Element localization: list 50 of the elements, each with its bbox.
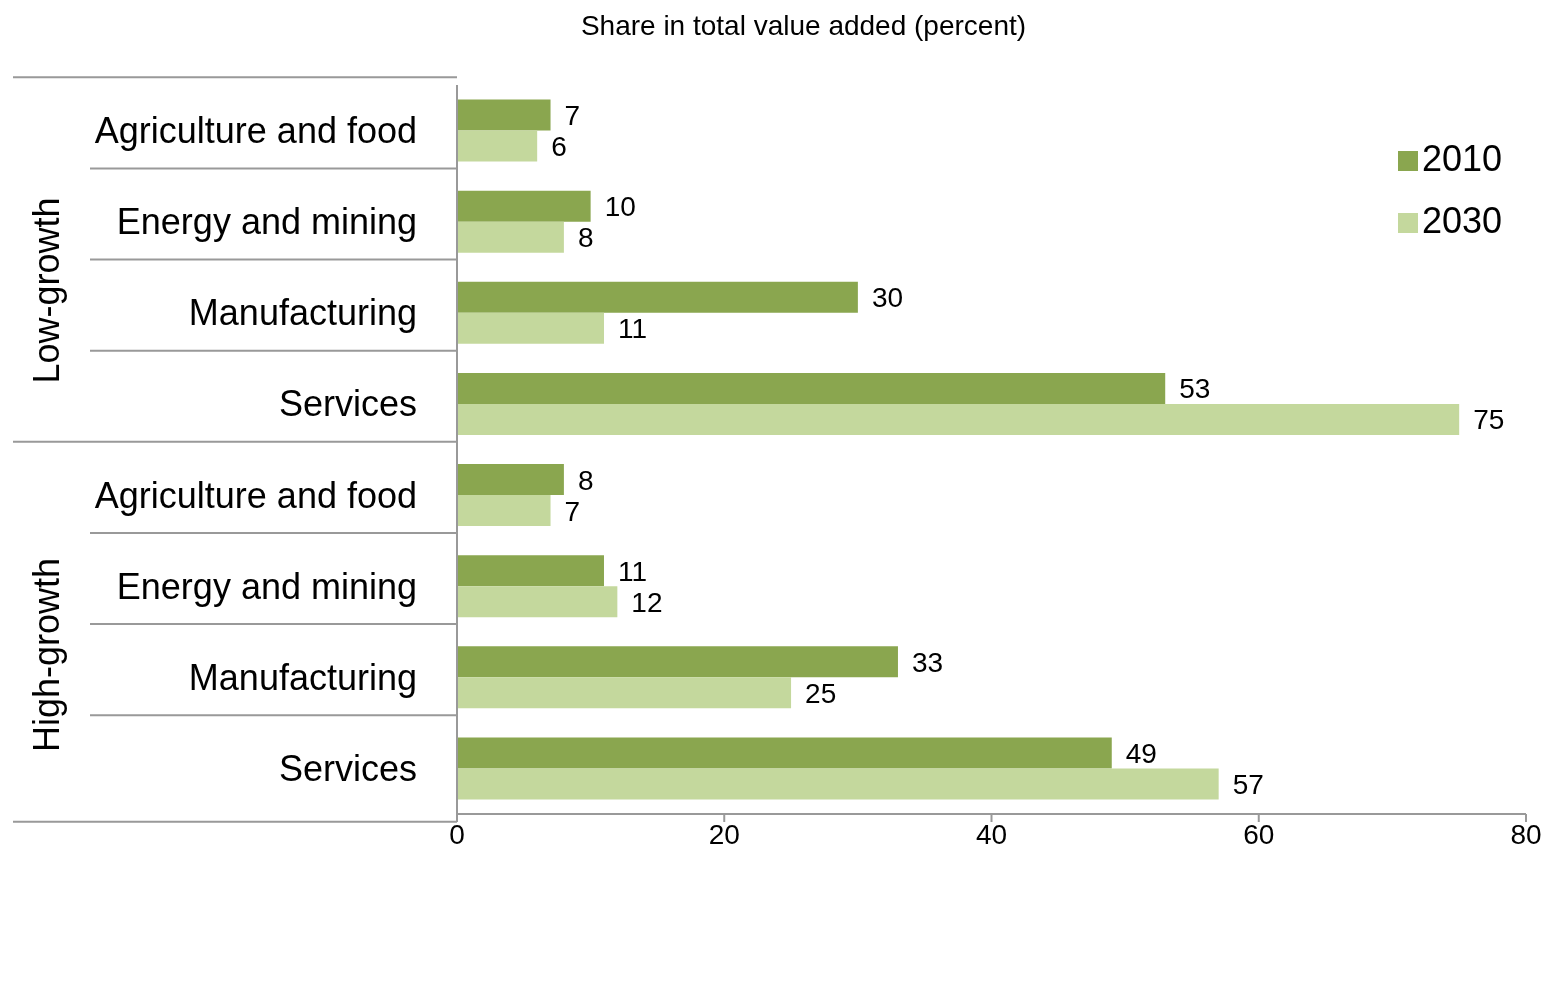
bar: [457, 403, 1460, 435]
data-label: 7: [564, 495, 581, 527]
data-label: 6: [551, 131, 567, 163]
y-tick-label: Agriculture and food: [94, 110, 417, 152]
bar: [457, 372, 1166, 404]
data-label: 12: [631, 586, 663, 618]
bar: [457, 677, 792, 709]
y-tick-label: Agriculture and food: [94, 474, 417, 516]
y-tick-label: Services: [278, 383, 417, 425]
data-label: 75: [1473, 404, 1505, 436]
text: High-growth: [25, 557, 67, 753]
bar: [457, 99, 551, 131]
data-label: 33: [911, 646, 944, 678]
legend-label: 2010: [1422, 138, 1503, 179]
data-label: 30: [871, 282, 904, 314]
data-label: 7: [564, 100, 581, 132]
y-tick-label: Energy and mining: [116, 201, 417, 243]
data-label: 8: [577, 222, 594, 254]
bar: [457, 190, 591, 222]
bar: [457, 555, 604, 587]
bar: [457, 768, 1219, 800]
text: Low-growth: [25, 197, 67, 384]
bar: [457, 586, 618, 618]
data-label: 57: [1232, 768, 1264, 800]
data-label: 11: [617, 313, 648, 345]
bar: [457, 495, 551, 527]
bar: [457, 646, 898, 678]
legend-label: 2030: [1422, 200, 1503, 241]
x-tick-label: 80: [1510, 818, 1542, 850]
bar: [457, 281, 858, 313]
data-label: 11: [617, 555, 648, 587]
y-tick-label: Manufacturing: [188, 656, 417, 698]
data-label: 25: [805, 677, 837, 709]
bar: [457, 464, 564, 496]
y-tick-label: Services: [278, 747, 417, 789]
y-tick-label: Manufacturing: [188, 292, 417, 334]
x-tick-label: 20: [708, 818, 740, 850]
data-label: 53: [1179, 373, 1211, 405]
x-tick-label: 0: [449, 818, 465, 850]
y-tick-label: Energy and mining: [116, 565, 417, 607]
bar: [457, 737, 1112, 769]
data-label: 8: [577, 464, 594, 496]
x-tick-label: 60: [1243, 818, 1275, 850]
data-label: 10: [604, 191, 636, 223]
bar: [457, 312, 604, 344]
x-tick-label: 40: [975, 818, 1008, 850]
chart-title: Share in total value added (percent): [579, 10, 1028, 42]
bar: [457, 130, 538, 162]
data-label: 49: [1125, 737, 1157, 769]
bar: [457, 221, 564, 253]
